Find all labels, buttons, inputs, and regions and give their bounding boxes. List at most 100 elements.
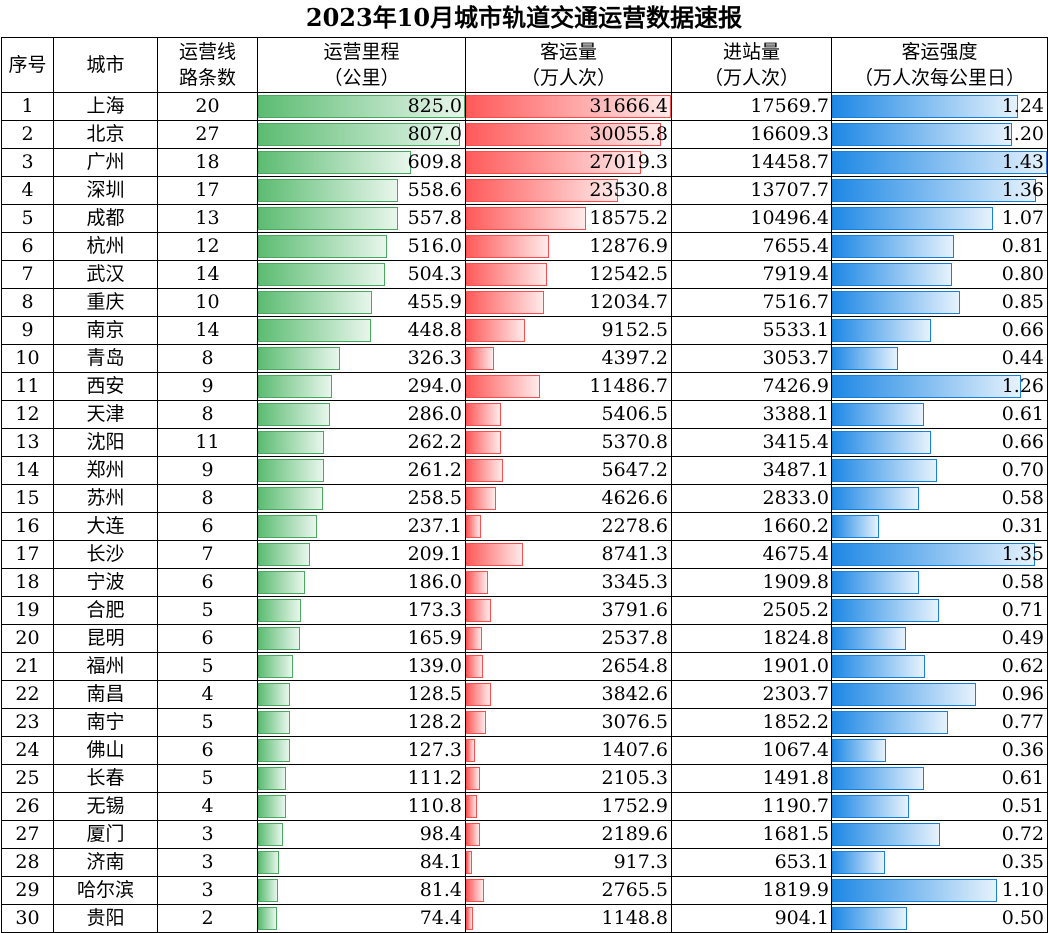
cell-intensity-bar <box>832 375 1022 398</box>
cell-entries: 2833.0 <box>671 484 832 513</box>
cell-mileage-value: 186.0 <box>407 571 462 593</box>
cell-ridership: 8741.3 <box>465 540 672 569</box>
cell-ridership: 3076.5 <box>465 708 672 737</box>
cell-mileage: 516.0 <box>257 232 466 261</box>
cell-seq: 1 <box>1 92 54 121</box>
cell-seq: 25 <box>1 764 54 793</box>
cell-mileage-bar <box>258 795 286 818</box>
cell-city: 无锡 <box>53 792 158 821</box>
cell-intensity-bar <box>832 543 1035 566</box>
cell-city: 成都 <box>53 204 158 233</box>
cell-intensity: 0.35 <box>831 848 1048 877</box>
cell-mileage: 74.4 <box>257 904 466 933</box>
cell-mileage-value: 504.3 <box>407 263 462 285</box>
cell-ridership-value: 4626.6 <box>601 487 668 509</box>
cell-intensity-bar <box>832 95 1019 118</box>
table-row: 29 哈尔滨 3 81.4 2765.5 1819.9 1.10 <box>1 876 1048 905</box>
cell-lines: 11 <box>157 428 258 457</box>
cell-intensity-value: 0.72 <box>1001 823 1044 845</box>
cell-city: 合肥 <box>53 596 158 625</box>
cell-ridership-bar <box>466 599 491 622</box>
cell-ridership: 18575.2 <box>465 204 672 233</box>
cell-ridership-bar <box>466 487 496 510</box>
header-intensity: 客运强度 （万人次每公里日） <box>831 37 1048 93</box>
cell-intensity-value: 1.26 <box>1001 375 1044 397</box>
cell-mileage: 558.6 <box>257 176 466 205</box>
cell-intensity: 0.36 <box>831 736 1048 765</box>
cell-mileage-value: 258.5 <box>407 487 462 509</box>
cell-lines: 6 <box>157 736 258 765</box>
cell-ridership: 5647.2 <box>465 456 672 485</box>
cell-intensity-bar <box>832 459 938 482</box>
cell-ridership-value: 30055.8 <box>589 123 668 145</box>
cell-mileage-value: 558.6 <box>407 179 462 201</box>
cell-ridership-value: 3076.5 <box>601 711 668 733</box>
cell-intensity: 0.81 <box>831 232 1048 261</box>
table-row: 24 佛山 6 127.3 1407.6 1067.4 0.36 <box>1 736 1048 765</box>
cell-entries: 16609.3 <box>671 120 832 149</box>
cell-ridership-bar <box>466 207 587 230</box>
cell-ridership-value: 4397.2 <box>601 347 668 369</box>
cell-mileage: 609.8 <box>257 148 466 177</box>
cell-mileage-value: 262.2 <box>407 431 462 453</box>
cell-entries: 2303.7 <box>671 680 832 709</box>
cell-ridership-bar <box>466 851 472 874</box>
cell-intensity-bar <box>832 767 924 790</box>
cell-mileage-bar <box>258 431 324 454</box>
cell-intensity: 1.10 <box>831 876 1048 905</box>
cell-ridership: 2654.8 <box>465 652 672 681</box>
cell-intensity: 0.85 <box>831 288 1048 317</box>
cell-city: 厦门 <box>53 820 158 849</box>
cell-entries: 4675.4 <box>671 540 832 569</box>
cell-mileage-bar <box>258 235 388 258</box>
cell-intensity-bar <box>832 711 948 734</box>
cell-intensity: 0.58 <box>831 568 1048 597</box>
table-row: 15 苏州 8 258.5 4626.6 2833.0 0.58 <box>1 484 1048 513</box>
header-ridership: 客运量 （万人次） <box>465 37 672 93</box>
cell-mileage: 128.5 <box>257 680 466 709</box>
cell-intensity-value: 0.51 <box>1001 795 1044 817</box>
cell-ridership-bar <box>466 179 619 202</box>
cell-intensity-value: 1.24 <box>1001 95 1044 117</box>
cell-intensity-value: 1.36 <box>1001 179 1044 201</box>
cell-mileage-value: 110.8 <box>407 795 462 817</box>
cell-ridership-bar <box>466 627 483 650</box>
cell-ridership: 11486.7 <box>465 372 672 401</box>
cell-city: 苏州 <box>53 484 158 513</box>
cell-city: 大连 <box>53 512 158 541</box>
cell-ridership-value: 12542.5 <box>589 263 668 285</box>
cell-ridership: 5406.5 <box>465 400 672 429</box>
cell-mileage-bar <box>258 207 398 230</box>
cell-city: 济南 <box>53 848 158 877</box>
cell-intensity-value: 0.58 <box>1001 571 1044 593</box>
cell-intensity: 0.61 <box>831 400 1048 429</box>
cell-mileage-value: 128.5 <box>407 683 462 705</box>
cell-city: 北京 <box>53 120 158 149</box>
cell-intensity-bar <box>832 739 887 762</box>
table-row: 11 西安 9 294.0 11486.7 7426.9 1.26 <box>1 372 1048 401</box>
cell-ridership: 3842.6 <box>465 680 672 709</box>
table-row: 26 无锡 4 110.8 1752.9 1190.7 0.51 <box>1 792 1048 821</box>
table-row: 18 宁波 6 186.0 3345.3 1909.8 0.58 <box>1 568 1048 597</box>
cell-intensity-bar <box>832 319 932 342</box>
cell-intensity: 1.43 <box>831 148 1048 177</box>
cell-intensity-bar <box>832 487 920 510</box>
cell-mileage-value: 165.9 <box>407 627 462 649</box>
cell-intensity-bar <box>832 879 998 902</box>
cell-city: 福州 <box>53 652 158 681</box>
cell-mileage-bar <box>258 347 340 370</box>
cell-intensity-bar <box>832 235 954 258</box>
cell-ridership-value: 5647.2 <box>601 459 668 481</box>
cell-mileage: 81.4 <box>257 876 466 905</box>
cell-intensity-value: 0.66 <box>1001 431 1044 453</box>
cell-ridership: 27019.3 <box>465 148 672 177</box>
cell-ridership: 12034.7 <box>465 288 672 317</box>
cell-seq: 3 <box>1 148 54 177</box>
cell-mileage-bar <box>258 487 323 510</box>
cell-entries: 1190.7 <box>671 792 832 821</box>
cell-lines: 7 <box>157 540 258 569</box>
cell-lines: 12 <box>157 232 258 261</box>
cell-city: 长春 <box>53 764 158 793</box>
cell-lines: 4 <box>157 680 258 709</box>
cell-intensity: 0.61 <box>831 764 1048 793</box>
